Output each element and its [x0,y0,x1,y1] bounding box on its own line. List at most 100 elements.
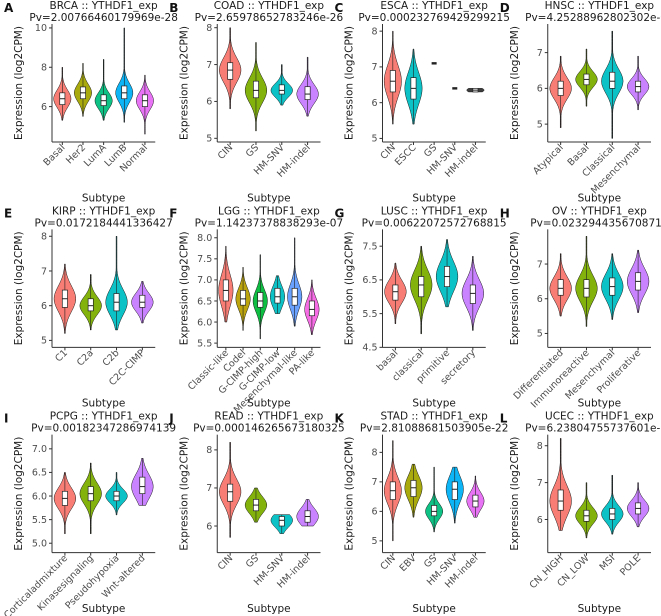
y-tick-label: 10 [35,23,47,34]
panel-title: COAD :: YTHDF1_exp [214,0,325,12]
panel-c: C ESCA :: YTHDF1_expPv=0.0002327694292992… [335,0,510,204]
y-tick-label: 7 [41,266,47,277]
x-tick-label: C1 [53,348,70,365]
y-tick-label: 6 [537,515,543,526]
y-tick-label: 6.5 [32,468,47,479]
y-tick-label: 7 [371,62,377,73]
panel-label: J [168,412,173,426]
panel-title: READ :: YTHDF1_exp [214,411,323,423]
y-axis-title: Expression (log2CPM) [178,26,190,140]
x-axis-title: Subtype [82,398,125,410]
x-axis-title: Subtype [247,603,290,615]
panel-k: K STAD :: YTHDF1_expPv=2.81088681503905e-… [335,411,509,615]
y-tick-label: 7.5 [197,254,212,265]
y-tick-label: 6 [41,301,47,312]
x-axis-title: Subtype [578,603,621,615]
panel-subtitle: Pv=0.00622072572768815 [362,217,507,229]
y-tick-label: 8 [371,448,377,459]
panel-subtitle: Pv=0.000146265673180325 [193,423,345,435]
x-axis-title: Subtype [82,192,125,204]
y-tick-label: 5.0 [32,539,47,550]
y-axis-title: Expression (log2CPM) [509,437,521,551]
panel-title: ESCA :: YTHDF1_exp [380,0,488,12]
violin-box [451,481,458,500]
panel-title: LUSC :: YTHDF1_exp [381,205,488,217]
panel-title: LGG :: YTHDF1_exp [218,205,320,217]
panel-label: G [335,206,345,220]
panel-d: D HNSC :: YTHDF1_expPv=4.25288962802302e-… [500,0,661,204]
y-tick-label: 7.0 [32,444,47,455]
y-tick-label: 7 [537,48,543,59]
violin-box [304,86,311,100]
y-tick-label: 6 [371,98,377,109]
panel-subtitle: Pv=4.25288962802302e-07 [525,12,661,24]
panel-title: BRCA :: YTHDF1_exp [50,0,159,12]
y-axis-title: Expression (log2CPM) [178,437,190,551]
y-tick-label: 6 [206,521,212,532]
y-axis-title: Expression (log2CPM) [13,231,25,345]
panel-a: A BRCA :: YTHDF1_expPv=2.00766460179969e-… [4,0,178,204]
y-tick-label: 5.5 [32,515,47,526]
violin-box [139,294,146,308]
y-axis-title: Expression (log2CPM) [13,437,25,551]
x-tick-label: POLE [618,553,643,578]
violin-box [418,276,425,298]
y-tick-label: 6.5 [197,296,212,307]
y-axis-title: Expression (log2CPM) [344,26,356,140]
violin-box [278,84,285,95]
violin-box [257,292,264,308]
panel-label: K [335,412,345,426]
x-tick-label: EBV [398,553,419,574]
panel-f: F LGG :: YTHDF1_expPv=1.14237378838293e-0… [169,205,343,415]
y-tick-label: 6.0 [32,491,47,502]
y-tick-label: 5 [537,329,543,340]
y-tick-label: 8 [537,441,543,452]
panel-label: F [169,206,177,220]
x-tick-label: GS [244,553,261,570]
x-tick-label: C2a [75,348,96,369]
violin-box [410,480,417,497]
y-tick-label: 6 [371,507,377,518]
panel-subtitle: Pv=6.23804755737601e-24 [525,423,661,435]
panel-label: L [500,412,508,426]
panel-subtitle: Pv=2.81088681503905e-22 [360,423,509,435]
x-tick-label: C2b [101,348,122,369]
y-tick-label: 6.5 [362,275,377,286]
y-tick-label: 8.0 [197,233,212,244]
panel-subtitle: Pv=2.00766460179969e-28 [29,12,178,24]
y-tick-label: 8 [206,23,212,34]
y-tick-label: 6 [206,97,212,108]
panel-subtitle: Pv=0.0172184441336427 [35,217,173,229]
panel-j: J READ :: YTHDF1_expPv=0.0001462656731803… [168,411,344,615]
violin-box [431,505,438,517]
y-tick-label: 7 [206,60,212,71]
violin-box [253,80,259,99]
violin-box [240,290,247,306]
x-axis-title: Subtype [412,398,455,410]
x-tick-label: Atypical [531,142,566,177]
violin-mark [452,87,458,90]
y-tick-label: 5 [206,134,212,145]
panel-subtitle: Pv=1.14237378838293e-07 [195,217,344,229]
panel-title: KIRP :: YTHDF1_exp [52,205,156,217]
x-axis-title: Subtype [82,603,125,615]
y-tick-label: 7 [537,259,543,270]
y-axis-title: Expression (log2CPM) [13,26,25,140]
y-tick-label: 5 [371,536,377,547]
y-tick-label: 6 [537,84,543,95]
y-axis-title: Expression (log2CPM) [509,26,521,140]
violin-box [274,287,281,304]
violin-box [227,62,234,80]
y-tick-label: 8 [206,445,212,456]
x-axis-title: Subtype [412,192,455,204]
x-tick-label: CIN [378,553,397,572]
y-tick-label: 8 [41,232,47,243]
y-tick-label: 5 [41,336,47,347]
y-tick-label: 5.5 [197,338,212,349]
panel-subtitle: Pv=0.000232769429299215 [358,12,510,24]
violin-box [392,284,399,301]
panel-subtitle: Pv=0.0232944356708719 [530,217,661,229]
y-tick-label: 7 [206,483,212,494]
y-tick-label: 6.0 [197,317,212,328]
